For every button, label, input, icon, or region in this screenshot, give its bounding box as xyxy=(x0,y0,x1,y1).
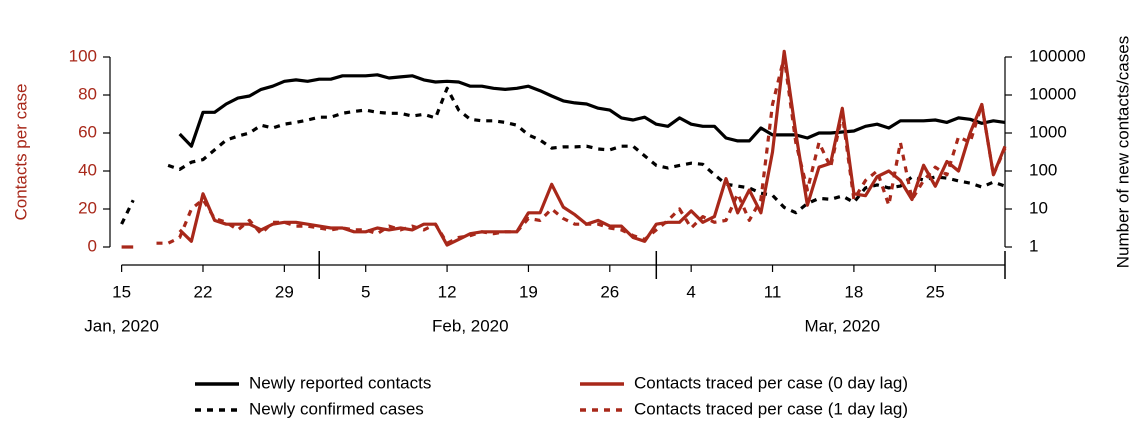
x-tick-label: 19 xyxy=(519,282,538,301)
y-tick-label: 20 xyxy=(78,198,97,217)
x-tick-label: 29 xyxy=(275,282,294,301)
y2-tick-label: 100000 xyxy=(1029,46,1086,65)
y2-tick-label: 100 xyxy=(1029,160,1057,179)
y-tick-label: 60 xyxy=(78,122,97,141)
x-tick-label: 5 xyxy=(361,282,370,301)
y2-axis-label: Number of new contacts/cases xyxy=(1113,36,1132,268)
series-line xyxy=(121,49,1007,249)
month-label: Jan, 2020 xyxy=(84,316,159,335)
y2-tick-label: 10 xyxy=(1029,198,1048,217)
x-tick-label: 4 xyxy=(686,282,695,301)
legend-label: Newly reported contacts xyxy=(249,373,431,392)
y-tick-label: 40 xyxy=(78,160,97,179)
legend-label: Contacts traced per case (1 day lag) xyxy=(634,399,908,418)
x-tick-label: 15 xyxy=(112,282,131,301)
y-tick-label: 0 xyxy=(88,236,97,255)
x-tick-label: 25 xyxy=(926,282,945,301)
legend-label: Newly confirmed cases xyxy=(249,399,424,418)
x-tick-label: 22 xyxy=(194,282,213,301)
series-line xyxy=(178,73,1006,148)
series-line xyxy=(120,86,1006,225)
legend-label: Contacts traced per case (0 day lag) xyxy=(634,373,908,392)
y-tick-label: 100 xyxy=(69,46,97,65)
month-label: Mar, 2020 xyxy=(804,316,880,335)
x-tick-label: 26 xyxy=(600,282,619,301)
x-tick-label: 11 xyxy=(764,282,782,301)
series-line xyxy=(156,55,1007,245)
y2-tick-label: 10000 xyxy=(1029,84,1076,103)
y2-tick-label: 1000 xyxy=(1029,122,1067,141)
month-label: Feb, 2020 xyxy=(432,316,509,335)
x-tick-label: 18 xyxy=(844,282,863,301)
y-axis-label: Contacts per case xyxy=(11,83,30,220)
y2-tick-label: 1 xyxy=(1029,236,1038,255)
y-tick-label: 80 xyxy=(78,84,97,103)
x-tick-label: 12 xyxy=(438,282,457,301)
